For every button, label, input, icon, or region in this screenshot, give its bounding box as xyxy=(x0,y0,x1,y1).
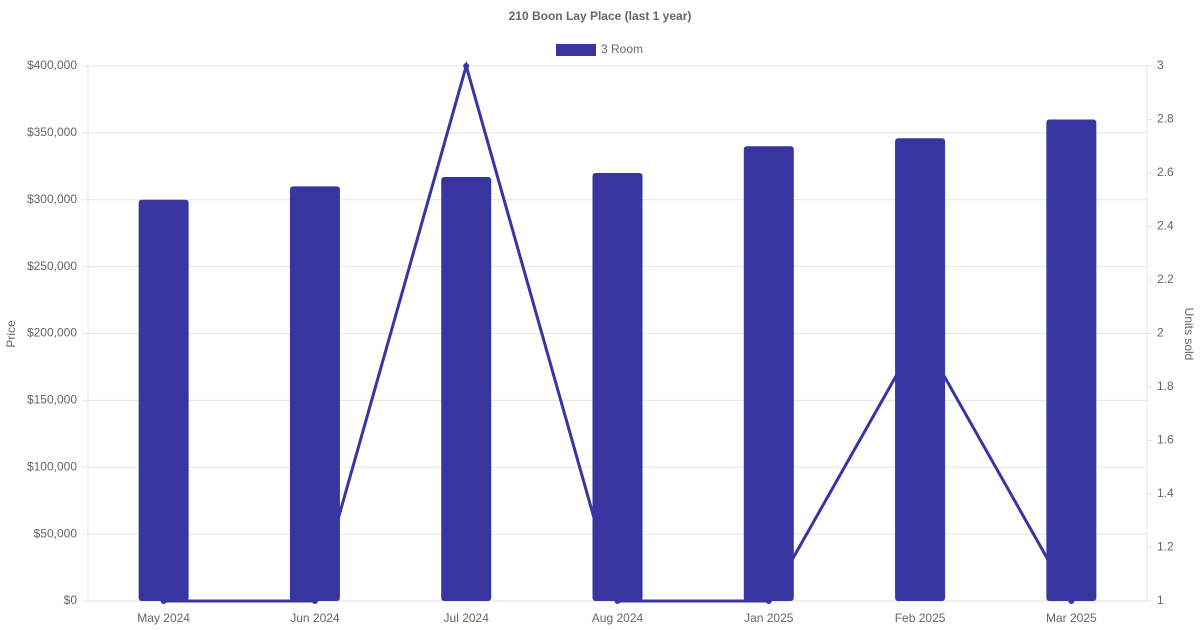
x-tick-label: Mar 2025 xyxy=(1046,611,1097,625)
bar xyxy=(289,186,340,601)
x-tick-label: May 2024 xyxy=(137,611,190,625)
legend-label: 3 Room xyxy=(601,42,643,56)
y2-tick-label: 1 xyxy=(1157,593,1164,607)
x-tick-label: Jan 2025 xyxy=(744,611,794,625)
y2-tick-label: 1.4 xyxy=(1157,486,1174,500)
y-tick-label: $50,000 xyxy=(34,526,78,540)
bar xyxy=(441,177,492,601)
y2-tick-label: 3 xyxy=(1157,58,1164,72)
y-tick-label: $250,000 xyxy=(27,259,77,273)
y-axis-title: Price xyxy=(4,320,18,348)
y-tick-label: $0 xyxy=(64,593,78,607)
y2-tick-label: 2.6 xyxy=(1157,165,1174,179)
line-point xyxy=(463,63,470,69)
bar xyxy=(743,146,794,601)
bar xyxy=(1046,119,1097,601)
y2-tick-label: 2.8 xyxy=(1157,112,1174,126)
y2-tick-label: 2.4 xyxy=(1157,219,1174,233)
y2-tick-label: 2 xyxy=(1157,326,1164,340)
y-tick-label: $300,000 xyxy=(27,192,77,206)
chart-title: 210 Boon Lay Place (last 1 year) xyxy=(509,9,692,23)
x-tick-label: Aug 2024 xyxy=(592,611,644,625)
y2-tick-label: 1.2 xyxy=(1157,540,1174,554)
y2-tick-label: 2.2 xyxy=(1157,272,1174,286)
x-tick-label: Feb 2025 xyxy=(895,611,946,625)
y-tick-label: $100,000 xyxy=(27,459,77,473)
bar xyxy=(592,173,643,601)
y-tick-label: $350,000 xyxy=(27,125,77,139)
y-tick-label: $150,000 xyxy=(27,393,77,407)
x-tick-label: Jun 2024 xyxy=(290,611,340,625)
bar xyxy=(138,199,189,601)
y2-axis-title: Units sold xyxy=(1182,308,1196,361)
bar xyxy=(895,138,946,601)
legend-swatch xyxy=(556,44,596,56)
y2-tick-label: 1.8 xyxy=(1157,379,1174,393)
y-tick-label: $400,000 xyxy=(27,58,77,72)
x-tick-label: Jul 2024 xyxy=(444,611,490,625)
y2-tick-label: 1.6 xyxy=(1157,433,1174,447)
y-tick-label: $200,000 xyxy=(27,326,77,340)
